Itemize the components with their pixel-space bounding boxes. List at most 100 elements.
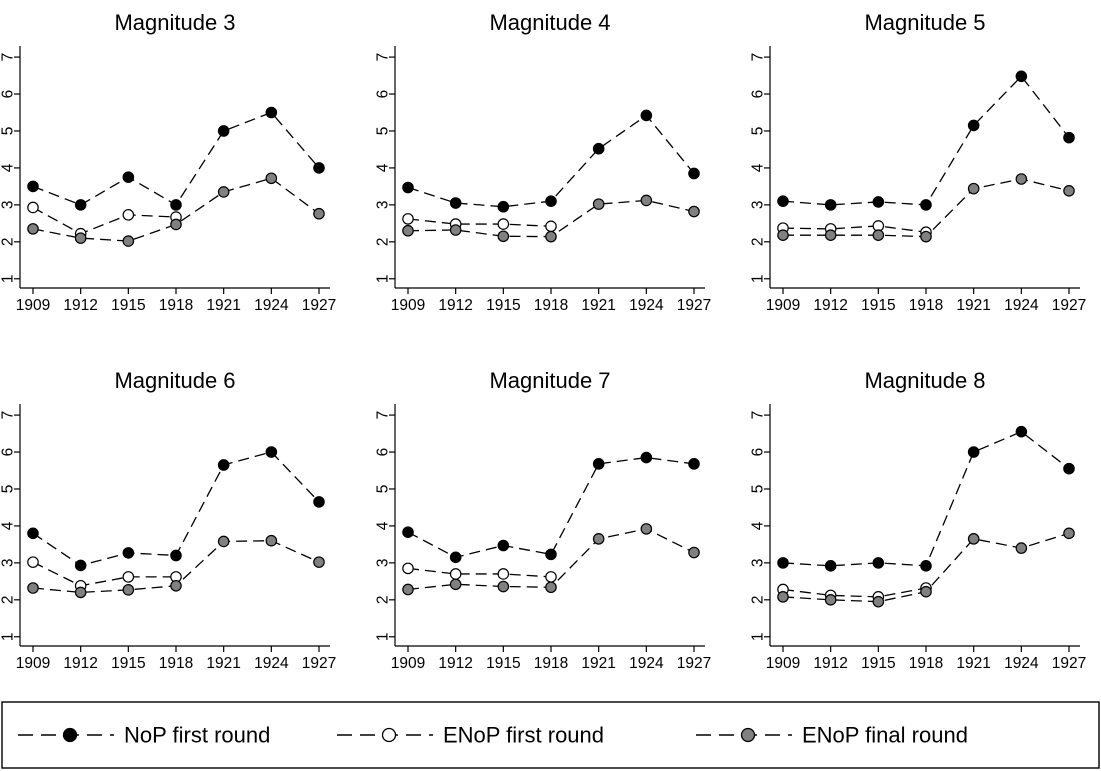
y-tick-label: 5 — [750, 127, 767, 136]
y-tick-label: 1 — [375, 274, 392, 283]
data-point — [170, 199, 182, 211]
data-point — [967, 182, 980, 195]
data-point — [777, 591, 789, 603]
data-point — [592, 142, 605, 155]
data-point — [688, 205, 700, 218]
data-point — [402, 583, 414, 596]
legend-item-nop_first: NoP first round — [18, 723, 270, 748]
data-point — [592, 198, 605, 210]
series-enop_final — [402, 194, 700, 243]
data-point — [688, 167, 700, 180]
data-point — [122, 571, 135, 583]
data-point — [545, 571, 557, 583]
data-point — [170, 218, 182, 231]
x-tick-label: 1921 — [956, 297, 990, 314]
data-point — [122, 547, 135, 559]
data-point — [449, 578, 462, 591]
data-point — [688, 458, 700, 470]
legend-marker — [740, 727, 756, 743]
data-point — [777, 229, 789, 241]
y-tick-label: 7 — [0, 411, 17, 420]
x-tick-label: 1924 — [1004, 655, 1039, 672]
legend-item-enop_final: ENoP final round — [696, 723, 968, 748]
panel-2: Magnitude 4 1 2 3 4 5 6 7 1909 1912 1915 1918 1921 19… — [375, 10, 712, 314]
x-tick-label: 1909 — [391, 655, 425, 672]
data-point — [265, 446, 278, 458]
x-tick-label: 1912 — [63, 655, 97, 672]
y-tick-label: 6 — [0, 90, 17, 99]
data-point — [640, 523, 653, 535]
series-enop_first — [777, 220, 932, 239]
x-tick-label: 1927 — [302, 655, 336, 672]
data-point — [170, 579, 182, 592]
y-tick-label: 4 — [375, 521, 392, 530]
y-tick-label: 6 — [0, 448, 17, 457]
data-point — [313, 556, 325, 568]
data-point — [265, 172, 278, 185]
x-tick-label: 1921 — [581, 655, 615, 672]
series-line — [407, 456, 695, 559]
data-point — [265, 534, 278, 547]
x-tick-label: 1921 — [581, 297, 615, 314]
y-tick-label: 4 — [375, 163, 392, 172]
x-tick-label: 1912 — [438, 297, 472, 314]
x-tick-label: 1924 — [629, 297, 664, 314]
data-point — [920, 199, 932, 211]
y-tick-label: 6 — [375, 90, 392, 99]
x-tick-label: 1915 — [486, 297, 520, 314]
panel-title: Magnitude 7 — [489, 368, 610, 393]
panel-4: Magnitude 6 1 2 3 4 5 6 7 1909 1912 1915 1918 1921 19… — [0, 368, 336, 672]
data-point — [545, 548, 557, 561]
panel-title: Magnitude 5 — [864, 10, 985, 35]
y-tick-label: 3 — [750, 559, 767, 568]
y-tick-label: 4 — [0, 521, 17, 530]
series-nop_first — [777, 70, 1075, 211]
data-point — [122, 209, 135, 221]
x-tick-label: 1927 — [1052, 655, 1086, 672]
data-point — [265, 106, 278, 119]
x-tick-label: 1921 — [206, 297, 240, 314]
data-point — [402, 181, 414, 194]
legend-box — [1, 701, 1100, 769]
x-tick-label: 1909 — [766, 297, 800, 314]
x-tick-label: 1909 — [16, 655, 50, 672]
x-tick-label: 1918 — [159, 655, 193, 672]
data-point — [27, 556, 39, 568]
y-tick-label: 4 — [750, 163, 767, 172]
data-point — [545, 230, 557, 243]
x-tick-label: 1924 — [254, 297, 289, 314]
data-point — [497, 218, 510, 230]
data-point — [74, 199, 87, 211]
x-tick-label: 1918 — [159, 297, 193, 314]
data-point — [1063, 131, 1075, 144]
data-point — [170, 549, 182, 562]
x-tick-label: 1912 — [63, 297, 97, 314]
data-point — [27, 180, 39, 193]
series-nop_first — [777, 425, 1075, 572]
series-nop_first — [402, 451, 700, 564]
y-tick-label: 3 — [750, 201, 767, 210]
data-point — [122, 584, 135, 596]
x-tick-label: 1915 — [861, 297, 895, 314]
data-point — [824, 199, 837, 211]
x-tick-label: 1921 — [956, 655, 990, 672]
data-point — [872, 595, 885, 608]
x-tick-label: 1927 — [677, 297, 711, 314]
data-point — [640, 194, 653, 207]
series-line — [32, 561, 176, 587]
y-tick-label: 2 — [750, 596, 767, 605]
legend-label: NoP first round — [124, 723, 270, 748]
data-point — [313, 207, 325, 220]
y-tick-label: 2 — [0, 238, 17, 247]
panel-6: Magnitude 8 1 2 3 4 5 6 7 1909 1912 1915 1918 1921 19… — [750, 368, 1087, 672]
series-line — [407, 567, 552, 578]
x-tick-label: 1918 — [534, 297, 568, 314]
data-point — [449, 197, 462, 209]
data-point — [592, 533, 605, 545]
data-point — [497, 230, 510, 243]
y-tick-label: 3 — [375, 201, 392, 210]
x-tick-label: 1912 — [438, 655, 472, 672]
data-point — [640, 109, 653, 122]
y-tick-label: 5 — [375, 485, 392, 494]
data-point — [74, 559, 87, 572]
